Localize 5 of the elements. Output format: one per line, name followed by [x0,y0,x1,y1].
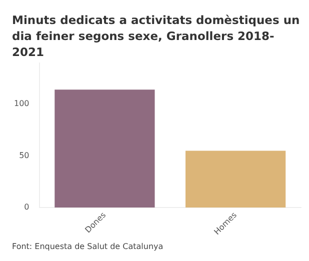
text: Font: Enquesta de Salut de Catalunya [12,242,164,251]
y-tick-label: 50 [19,150,30,160]
y-tick-label: 100 [14,99,30,108]
y-tick-label: 0 [24,202,30,212]
chart-title: Minuts dedicats a activitats domèstiques un dia feiner segons sexe, Granollers 2018-2021 [12,12,301,60]
